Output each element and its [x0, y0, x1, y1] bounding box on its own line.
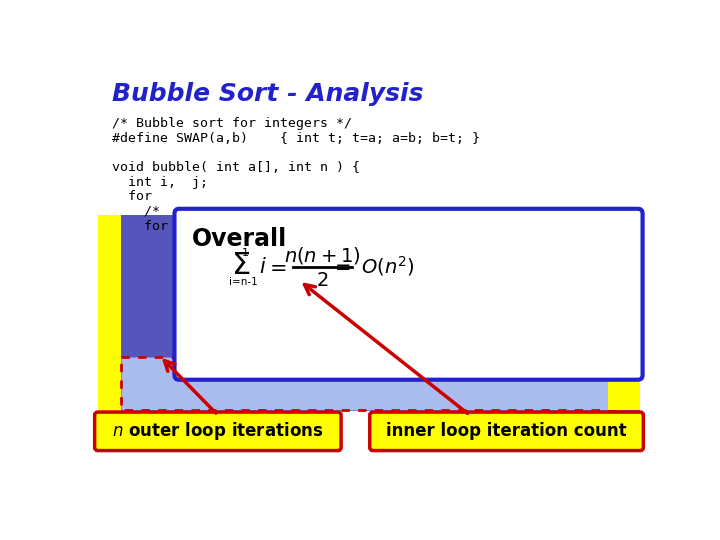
Text: inner loop iteration count: inner loop iteration count: [386, 422, 627, 440]
Text: $2$: $2$: [316, 271, 329, 290]
Bar: [98, 215, 121, 411]
Text: $=$: $=$: [265, 256, 287, 276]
Text: $\Sigma$: $\Sigma$: [231, 251, 251, 280]
Text: Overall: Overall: [192, 226, 287, 251]
Text: Bubble Sort - Analysis: Bubble Sort - Analysis: [112, 82, 423, 106]
Text: int i,  j;: int i, j;: [112, 176, 207, 188]
Bar: [608, 215, 640, 369]
Text: for: for: [112, 190, 152, 203]
Text: void bubble( int a[], int n ) {: void bubble( int a[], int n ) {: [112, 161, 360, 174]
Text: 1: 1: [241, 248, 248, 259]
FancyBboxPatch shape: [94, 412, 341, 450]
FancyBboxPatch shape: [370, 412, 644, 450]
Bar: [608, 357, 640, 410]
Text: $n$ outer loop iterations: $n$ outer loop iterations: [112, 420, 323, 442]
Bar: [98, 215, 640, 411]
Text: /* Bubble sort for integers */: /* Bubble sort for integers */: [112, 117, 351, 130]
FancyBboxPatch shape: [174, 209, 642, 380]
Text: i=n-1: i=n-1: [229, 277, 258, 287]
Text: for: for: [112, 220, 168, 233]
Bar: [121, 357, 617, 410]
Text: /*: /*: [112, 205, 160, 218]
Text: $= \ O(n^2)$: $= \ O(n^2)$: [331, 254, 415, 279]
Text: $i$: $i$: [259, 256, 266, 276]
Text: #define SWAP(a,b)    { int t; t=a; a=b; b=t; }: #define SWAP(a,b) { int t; t=a; a=b; b=t…: [112, 132, 480, 145]
Text: $n(n+1)$: $n(n+1)$: [284, 245, 361, 266]
